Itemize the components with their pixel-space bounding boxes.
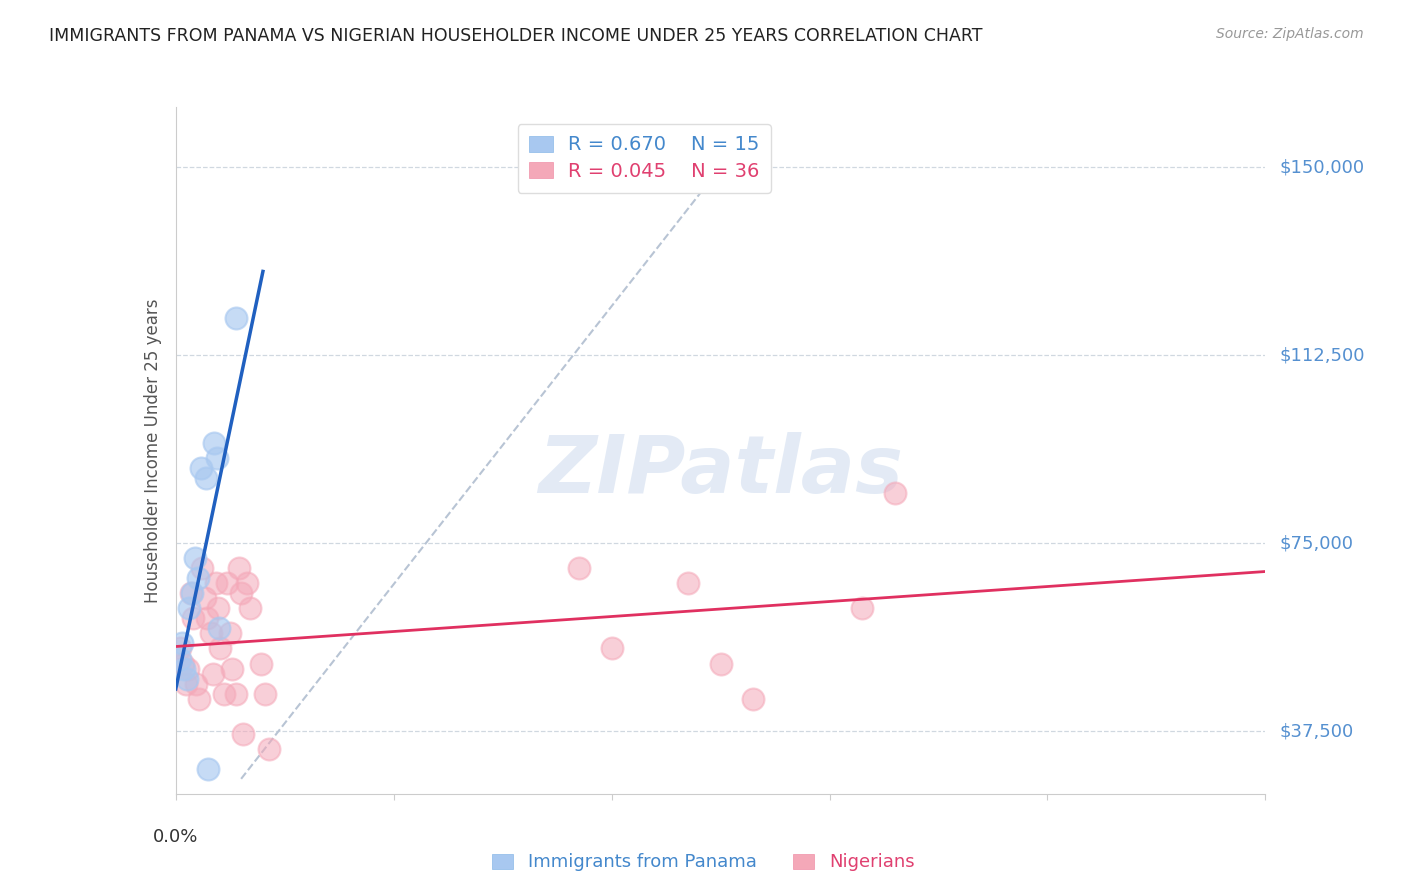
Point: [239, 601, 262, 615]
Point: [228, 561, 250, 575]
Point: [231, 586, 253, 600]
Point: [172, 657, 194, 671]
Point: [208, 622, 231, 636]
Point: [195, 611, 218, 625]
Text: $37,500: $37,500: [1279, 723, 1354, 740]
Legend: Immigrants from Panama, Nigerians: Immigrants from Panama, Nigerians: [484, 847, 922, 879]
Text: $150,000: $150,000: [1279, 158, 1364, 177]
Point: [186, 571, 209, 585]
Point: [173, 661, 195, 675]
Text: $112,500: $112,500: [1279, 346, 1365, 364]
Point: [249, 657, 271, 671]
Point: [568, 561, 591, 575]
Point: [181, 586, 204, 600]
Point: [225, 687, 247, 701]
Text: 0.0%: 0.0%: [153, 828, 198, 847]
Point: [176, 672, 198, 686]
Point: [259, 741, 281, 756]
Point: [184, 551, 207, 566]
Point: [202, 436, 225, 450]
Point: [187, 691, 209, 706]
Point: [219, 626, 242, 640]
Point: [169, 651, 191, 665]
Point: [191, 561, 214, 575]
Point: [215, 576, 238, 591]
Point: [221, 661, 243, 675]
Point: [676, 576, 699, 591]
Point: [200, 626, 222, 640]
Point: [851, 601, 873, 615]
Text: $75,000: $75,000: [1279, 534, 1354, 552]
Point: [742, 691, 765, 706]
Point: [884, 486, 907, 500]
Legend: R = 0.670    N = 15, R = 0.045    N = 36: R = 0.670 N = 15, R = 0.045 N = 36: [517, 124, 770, 193]
Point: [235, 576, 257, 591]
Point: [195, 471, 218, 485]
Point: [254, 687, 277, 701]
Point: [174, 676, 197, 690]
Point: [212, 687, 235, 701]
Point: [600, 641, 623, 656]
Text: ZIPatlas: ZIPatlas: [538, 432, 903, 510]
Point: [180, 586, 202, 600]
Point: [190, 461, 212, 475]
Text: IMMIGRANTS FROM PANAMA VS NIGERIAN HOUSEHOLDER INCOME UNDER 25 YEARS CORRELATION: IMMIGRANTS FROM PANAMA VS NIGERIAN HOUSE…: [49, 27, 983, 45]
Text: Source: ZipAtlas.com: Source: ZipAtlas.com: [1216, 27, 1364, 41]
Point: [205, 576, 228, 591]
Y-axis label: Householder Income Under 25 years: Householder Income Under 25 years: [143, 298, 162, 603]
Point: [201, 666, 224, 681]
Point: [207, 601, 229, 615]
Point: [169, 641, 191, 656]
Point: [186, 676, 208, 690]
Point: [172, 636, 194, 650]
Point: [181, 611, 204, 625]
Point: [177, 661, 200, 675]
Point: [205, 450, 228, 465]
Point: [197, 762, 219, 776]
Point: [177, 601, 200, 615]
Point: [710, 657, 733, 671]
Point: [232, 727, 254, 741]
Point: [225, 310, 247, 325]
Point: [209, 641, 232, 656]
Point: [194, 591, 217, 606]
